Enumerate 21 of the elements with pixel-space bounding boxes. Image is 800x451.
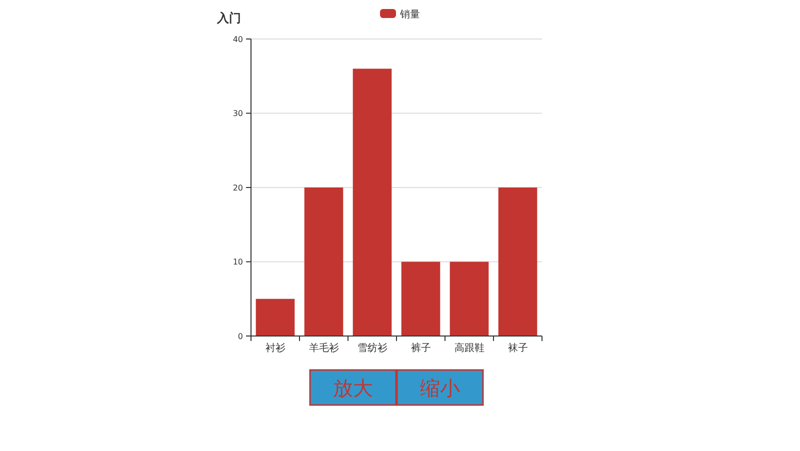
bar [401,262,440,336]
x-tick-label: 裤子 [410,342,431,354]
bar [450,262,489,336]
y-tick-label: 30 [232,109,243,118]
bar [352,68,392,336]
chart-title: 入门 [216,11,241,25]
x-tick-label: 羊毛衫 [308,342,339,354]
legend-label: 销量 [399,10,420,20]
text: 缩小 [420,376,460,400]
x-tick-label: 雪纺衫 [357,342,388,354]
x-tick-label: 袜子 [508,342,528,354]
bar [304,188,344,336]
y-tick-label: 20 [232,183,243,192]
x-tick-label: 高跟鞋 [454,342,484,354]
x-tick-label: 衬衫 [265,342,286,354]
y-tick-label: 10 [232,258,243,267]
y-tick-label: 40 [232,34,243,44]
bar [256,298,295,336]
bar [498,188,538,336]
y-tick-label: 0 [238,332,243,341]
text: 放大 [333,376,373,400]
